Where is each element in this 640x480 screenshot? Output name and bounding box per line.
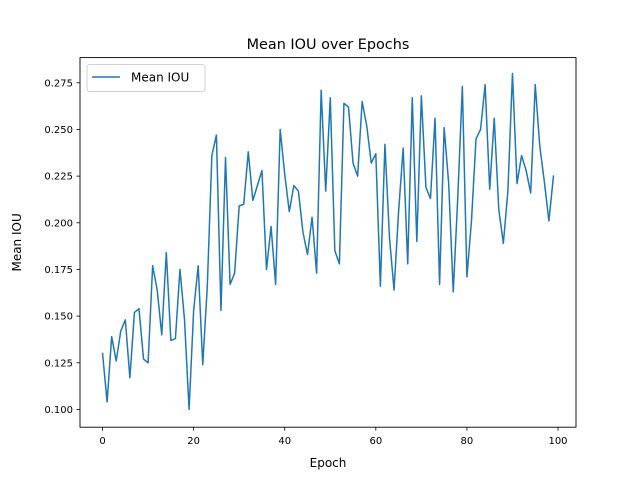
x-axis-ticks: 0 20 40 60 80 100 <box>99 427 568 447</box>
x-tick-label: 100 <box>548 436 567 447</box>
series-line-mean-iou <box>101 72 555 411</box>
x-tick-label: 20 <box>187 436 200 447</box>
y-tick-label: 0.225 <box>44 172 73 183</box>
axes-frame <box>79 57 577 428</box>
legend-label-mean-iou: Mean IOU <box>131 70 189 84</box>
y-tick-label: 0.150 <box>44 312 73 323</box>
chart-title: Mean IOU over Epochs <box>247 37 410 53</box>
plot-area: 0 20 40 60 80 100 0.1000.1250.1500.1750.2000.… <box>44 57 577 447</box>
legend-box <box>86 64 206 93</box>
y-axis-ticks: 0.100 0.125 0.150 0.175 0.200 0.225 0.250 0.275 <box>44 78 80 416</box>
y-tick-label: 0.200 <box>44 218 73 229</box>
legend: Mean IOU <box>86 64 206 93</box>
x-tick-label: 60 <box>369 436 382 447</box>
y-tick-label: 0.100 <box>44 405 73 416</box>
series-layer <box>101 72 555 411</box>
x-tick-label: 0 <box>99 436 105 447</box>
x-tick-label: 80 <box>461 436 474 447</box>
x-tick-label: 40 <box>278 436 291 447</box>
y-axis-label: Mean IOU <box>10 213 24 271</box>
y-tick-label: 0.175 <box>44 265 73 276</box>
y-tick-label: 0.275 <box>44 78 73 89</box>
x-axis-label: Epoch <box>310 456 347 470</box>
y-tick-label: 0.250 <box>44 125 73 136</box>
y-tick-label: 0.125 <box>44 358 73 369</box>
